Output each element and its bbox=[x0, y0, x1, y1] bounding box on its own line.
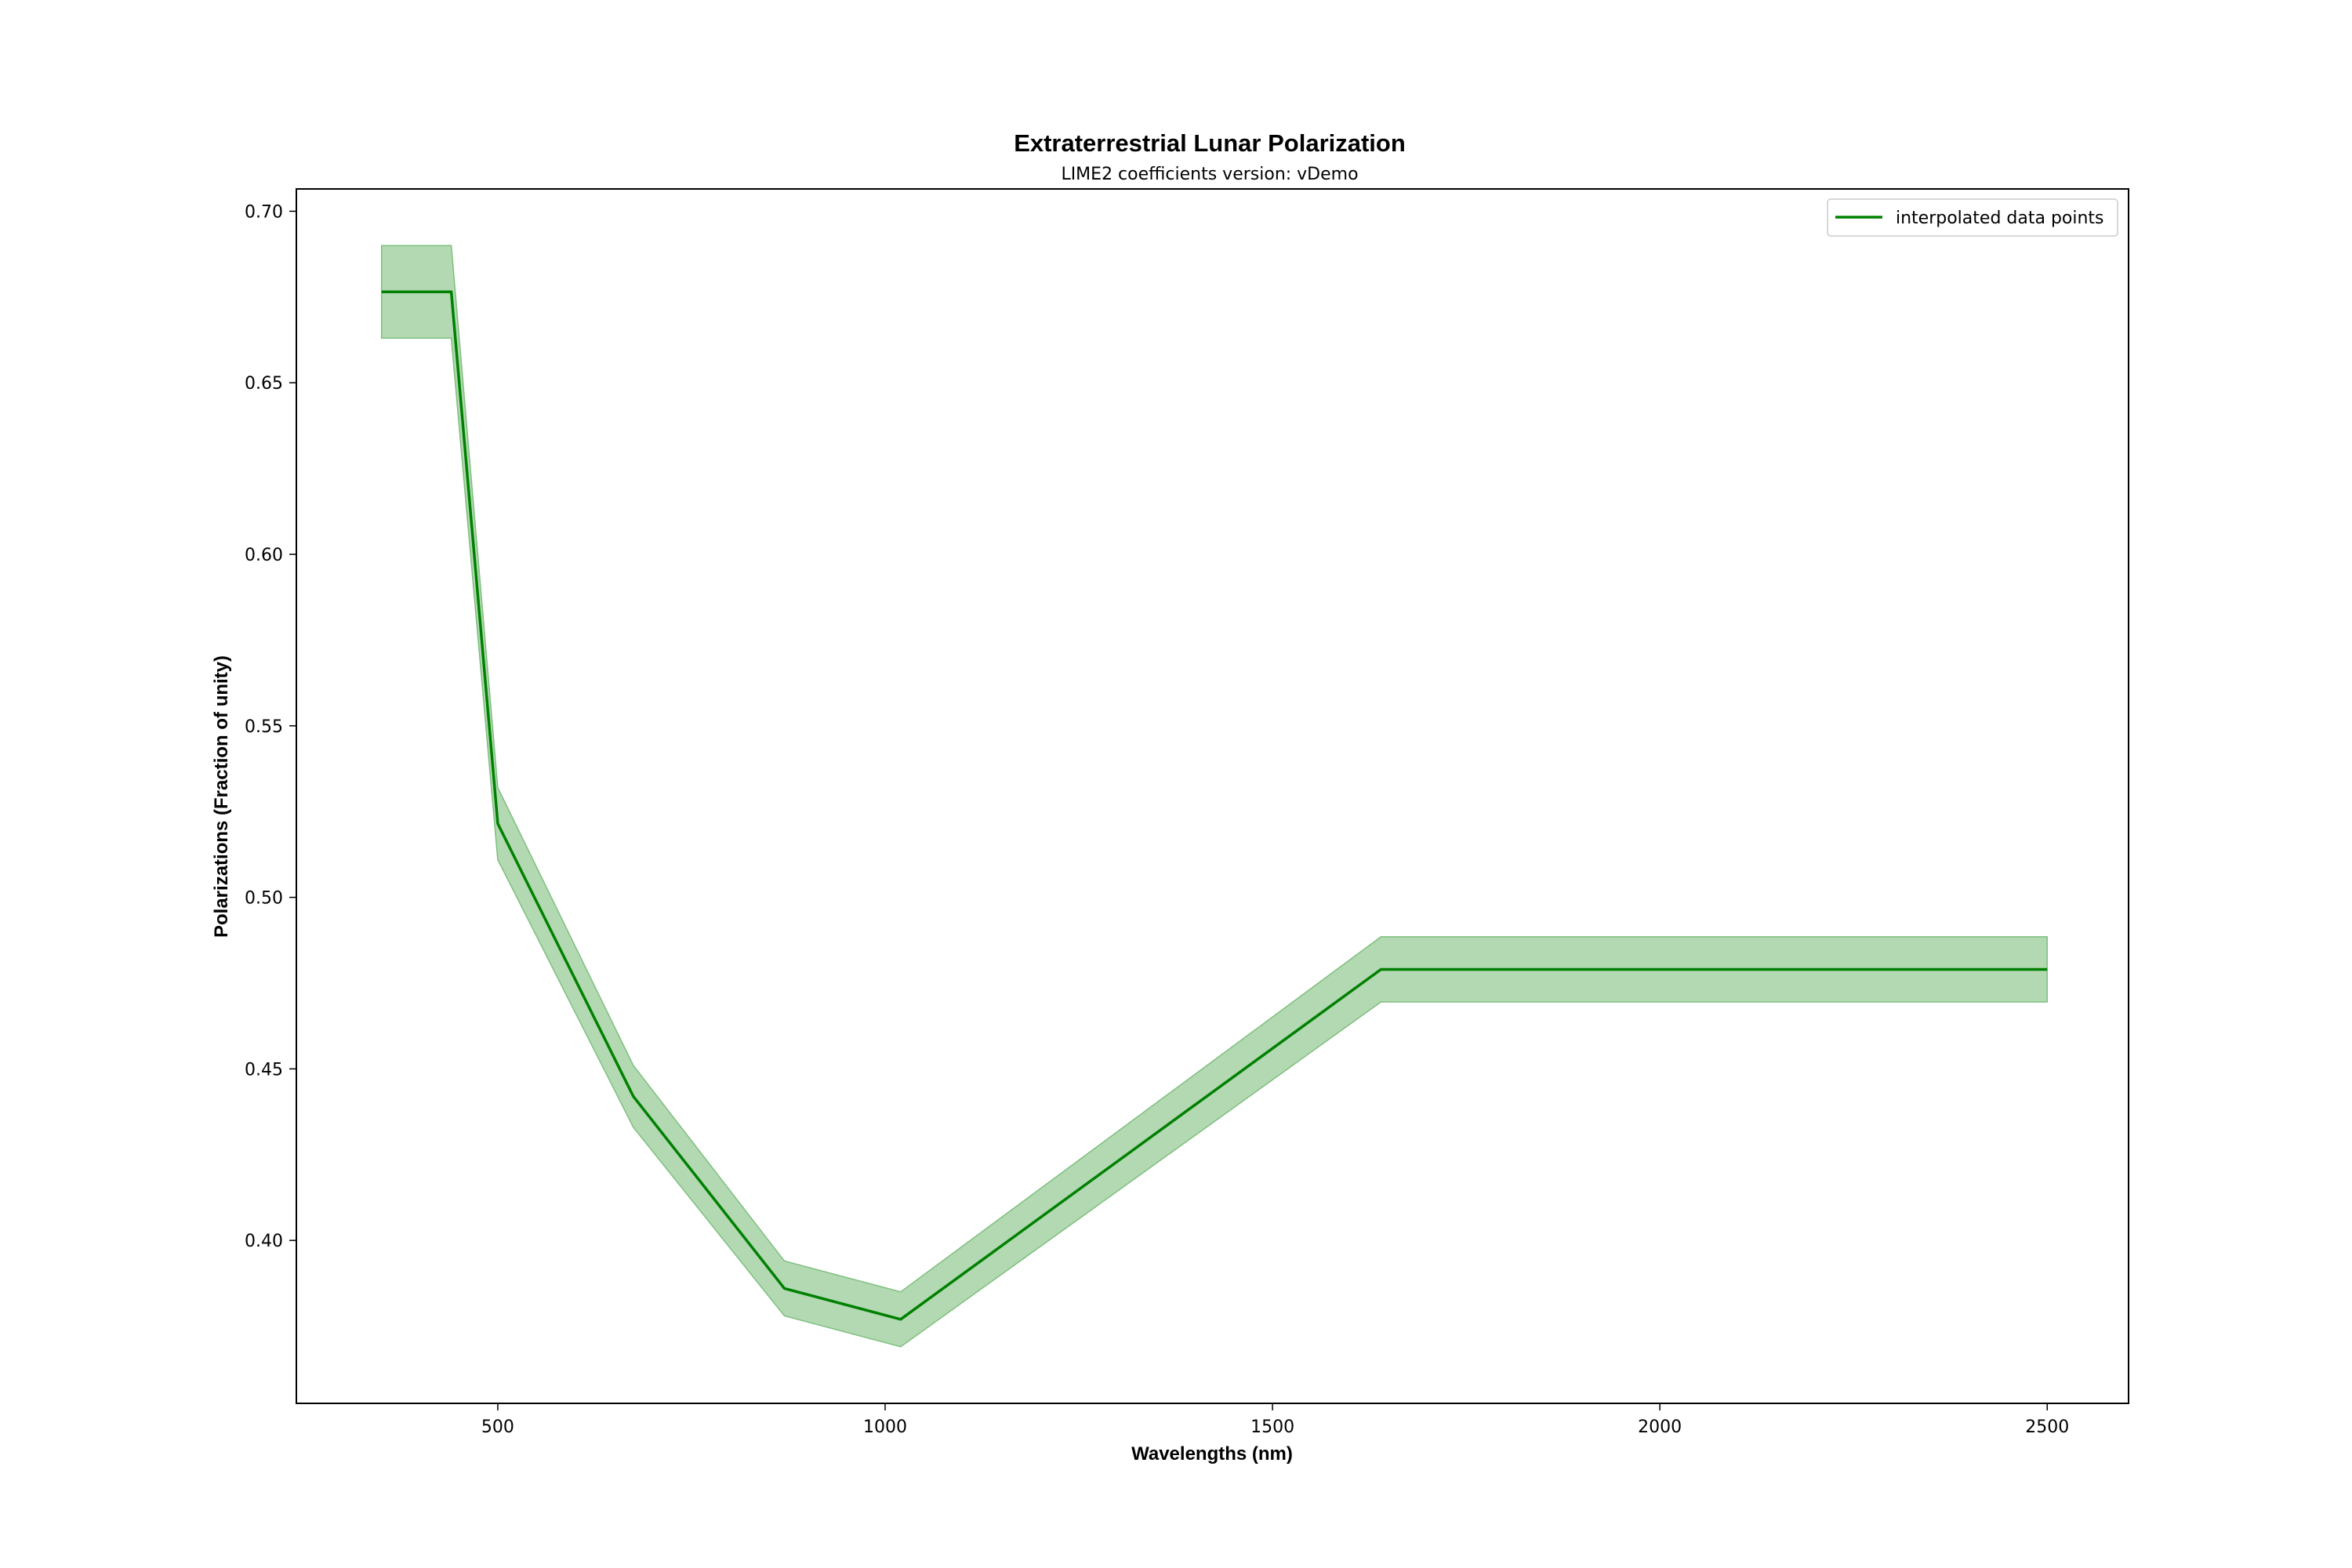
y-axis-label: Polarizations (Fraction of unity) bbox=[211, 655, 232, 938]
y-tick-label: 0.60 bbox=[245, 546, 283, 565]
y-tick-label: 0.55 bbox=[245, 717, 283, 737]
legend-box bbox=[1827, 198, 2118, 237]
y-tick-label: 0.40 bbox=[245, 1232, 283, 1251]
chart-title: Extraterrestrial Lunar Polarization bbox=[1014, 129, 1406, 157]
x-tick-label: 500 bbox=[481, 1417, 514, 1437]
y-tick-label: 0.50 bbox=[245, 889, 283, 909]
legend: interpolated data points bbox=[1827, 198, 2118, 237]
chart-subtitle: LIME2 coefficients version: vDemo bbox=[1061, 165, 1358, 184]
y-tick-label: 0.70 bbox=[245, 202, 283, 222]
plot-frame bbox=[296, 188, 2129, 1404]
x-tick-label: 2500 bbox=[2025, 1417, 2069, 1437]
x-axis-label: Wavelengths (nm) bbox=[1131, 1443, 1293, 1465]
series-line bbox=[381, 290, 2048, 1321]
y-tick-label: 0.65 bbox=[245, 374, 283, 394]
plot-area bbox=[380, 245, 2048, 1348]
x-tick-label: 2000 bbox=[1638, 1417, 1682, 1437]
x-tick-label: 1000 bbox=[863, 1417, 907, 1437]
y-tick-label: 0.45 bbox=[245, 1060, 283, 1080]
uncertainty-band bbox=[380, 245, 2048, 1348]
y-axis: 0.40 0.45 0.50 0.55 0.60 0.65 0.70 bbox=[245, 202, 296, 1251]
x-tick-label: 1500 bbox=[1250, 1417, 1294, 1437]
x-axis: 500 1000 1500 2000 2500 bbox=[481, 1403, 2069, 1437]
legend-label: interpolated data points bbox=[1896, 209, 2104, 228]
